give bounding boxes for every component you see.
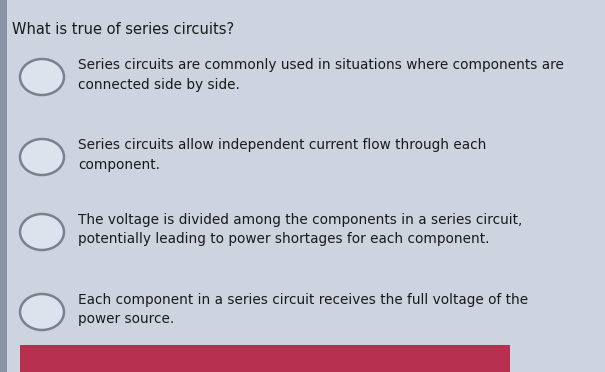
Ellipse shape: [20, 214, 64, 250]
Text: The voltage is divided among the components in a series circuit,
potentially lea: The voltage is divided among the compone…: [78, 213, 522, 247]
Bar: [20, 345, 510, 372]
Text: What is true of series circuits?: What is true of series circuits?: [12, 22, 234, 37]
Text: Each component in a series circuit receives the full voltage of the
power source: Each component in a series circuit recei…: [78, 293, 528, 327]
Ellipse shape: [20, 139, 64, 175]
Bar: [0, 0, 7, 372]
Ellipse shape: [20, 59, 64, 95]
Ellipse shape: [20, 294, 64, 330]
Text: Series circuits allow independent current flow through each
component.: Series circuits allow independent curren…: [78, 138, 486, 171]
Text: Series circuits are commonly used in situations where components are
connected s: Series circuits are commonly used in sit…: [78, 58, 564, 92]
